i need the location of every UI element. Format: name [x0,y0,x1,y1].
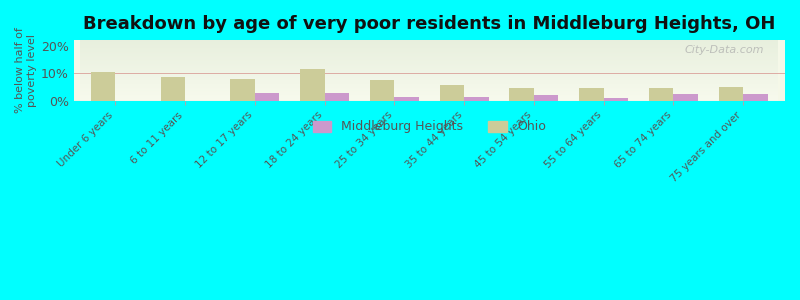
Bar [464,97,489,101]
Bar [394,97,418,101]
Bar [91,73,115,101]
Text: City-Data.com: City-Data.com [684,45,764,55]
Y-axis label: % below half of
poverty level: % below half of poverty level [15,28,37,113]
Bar [534,95,558,101]
Title: Breakdown by age of very poor residents in Middleburg Heights, OH: Breakdown by age of very poor residents … [83,15,775,33]
Bar [743,94,767,101]
Bar [370,80,394,101]
Bar [230,80,255,101]
Bar [604,98,628,101]
Bar [510,88,534,101]
Bar [300,69,325,101]
Bar [255,93,279,101]
Bar [440,85,464,101]
Bar [674,94,698,101]
Legend: Middleburg Heights, Ohio: Middleburg Heights, Ohio [307,116,551,139]
Bar [161,77,185,101]
Bar [579,88,604,101]
Bar [649,88,674,101]
Bar [325,93,349,101]
Bar [718,87,743,101]
